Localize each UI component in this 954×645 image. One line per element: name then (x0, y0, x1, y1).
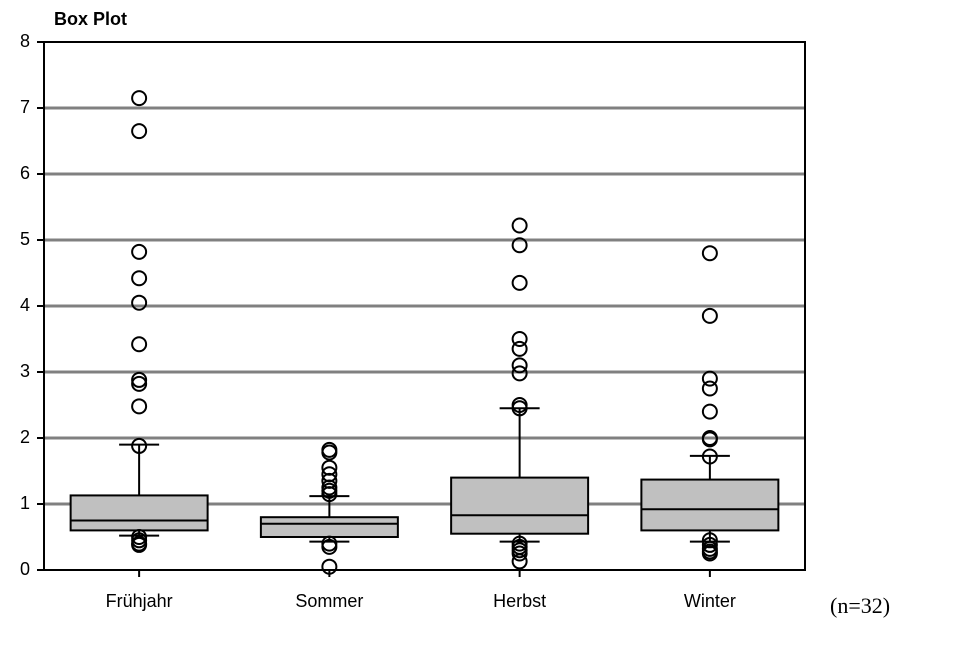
outlier (321, 486, 338, 503)
outlier (131, 375, 148, 392)
outlier (511, 217, 528, 234)
outlier (701, 545, 718, 562)
outlier (511, 274, 528, 291)
plot-border (43, 41, 806, 571)
x-tick-label: Frühjahr (106, 591, 173, 611)
outlier (701, 245, 718, 262)
outlier (131, 371, 148, 388)
outlier (701, 403, 718, 420)
box (259, 516, 399, 539)
annotation: (n=32) (830, 593, 890, 618)
box (640, 478, 780, 532)
box (69, 494, 209, 532)
y-tick-label: 4 (20, 295, 30, 315)
y-tick-label: 1 (20, 493, 30, 513)
outlier (511, 545, 528, 562)
x-tick-label: Winter (684, 591, 736, 611)
outlier (131, 336, 148, 353)
x-tick-label: Sommer (295, 591, 363, 611)
chart-title: Box Plot (54, 9, 127, 29)
outlier (131, 123, 148, 140)
y-tick-label: 3 (20, 361, 30, 381)
outlier (131, 294, 148, 311)
x-tick-label: Herbst (493, 591, 546, 611)
y-tick-label: 8 (20, 31, 30, 51)
y-tick-label: 5 (20, 229, 30, 249)
outlier (131, 270, 148, 287)
outlier (511, 340, 528, 357)
outlier (701, 380, 718, 397)
y-tick-label: 6 (20, 163, 30, 183)
outlier (131, 437, 148, 454)
outlier (131, 90, 148, 107)
outlier (321, 444, 338, 461)
outlier (701, 536, 718, 553)
outlier (131, 398, 148, 415)
outlier (321, 538, 338, 555)
y-tick-label: 7 (20, 97, 30, 117)
outlier (511, 553, 528, 570)
outlier (701, 307, 718, 324)
outlier (511, 237, 528, 254)
box (450, 476, 590, 535)
outlier (511, 331, 528, 347)
outlier (701, 431, 718, 448)
outlier (131, 243, 148, 260)
outlier (701, 370, 718, 387)
outlier (511, 400, 528, 417)
outlier (511, 365, 528, 382)
outlier (701, 448, 718, 465)
outlier (321, 558, 338, 575)
outlier (511, 357, 528, 374)
y-tick-label: 0 (20, 559, 30, 579)
outlier (131, 536, 148, 553)
y-tick-label: 2 (20, 427, 30, 447)
